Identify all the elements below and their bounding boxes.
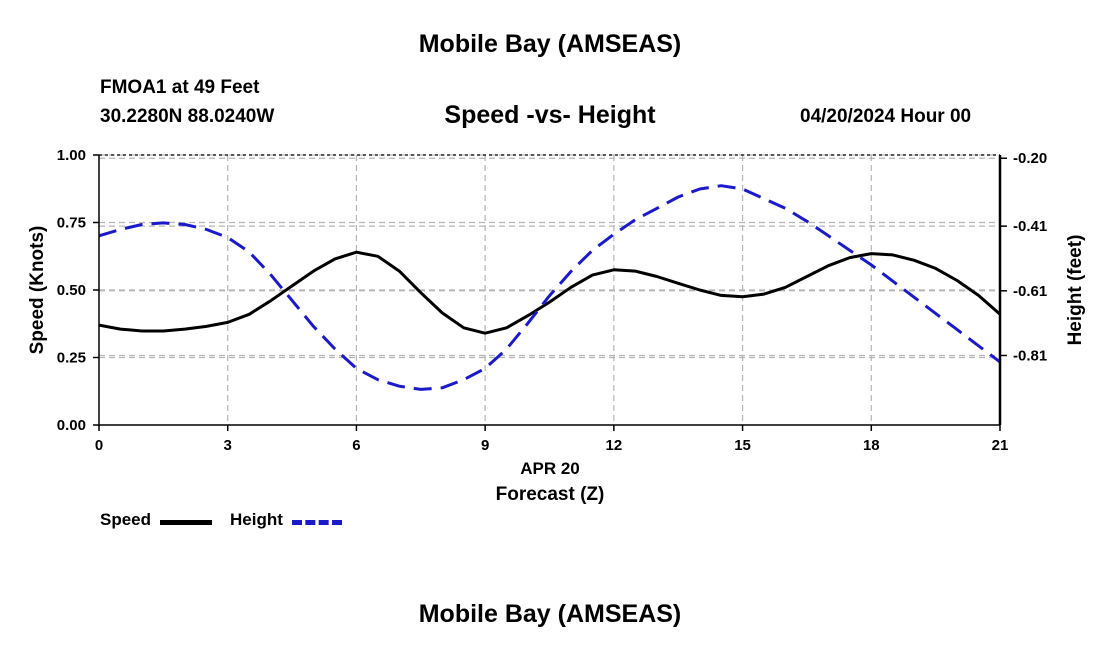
y-tick-label: 0.75: [57, 215, 86, 232]
y2-tick-label: -0.20: [1013, 150, 1047, 167]
legend-speed-swatch: [160, 520, 212, 525]
axis-labels: 0 3 6 9 12 15 18 21 0.00 0.25 0.50 0.75 1.00 -0.20 -0.…: [27, 147, 1086, 505]
legend-height-label: Height: [230, 510, 283, 529]
y-tick-label: 0.00: [57, 417, 86, 434]
x-tick-label: 21: [992, 437, 1009, 454]
series-lines: [98, 184, 1001, 391]
axes: [93, 154, 1007, 431]
x-tick-label: 12: [606, 437, 623, 454]
series-height-line: [98, 184, 1001, 391]
y2-tick-label: -0.61: [1013, 283, 1047, 300]
x-axis-title: Forecast (Z): [496, 484, 605, 505]
legend-speed-label: Speed: [100, 510, 152, 529]
y-tick-label: 0.50: [57, 282, 86, 299]
x-tick-label: 0: [95, 437, 103, 454]
x-tick-label: 9: [481, 437, 489, 454]
y-tick-label: 0.25: [57, 350, 86, 367]
x-tick-label: 15: [734, 437, 751, 454]
y2-axis-title: Height (feet): [1065, 235, 1086, 346]
station-label: FMOA1 at 49 Feet: [100, 77, 260, 98]
chart-subtitle: Speed -vs- Height: [444, 101, 656, 129]
x-tick-label: 6: [352, 437, 360, 454]
station-coordinates: 30.2280N 88.0240W: [100, 106, 275, 127]
x-tick-label: 18: [863, 437, 880, 454]
grid-lines: [99, 154, 1000, 425]
y-tick-label: 1.00: [57, 147, 86, 164]
x-axis-date-label: APR 20: [520, 459, 580, 478]
y2-tick-label: -0.41: [1013, 218, 1047, 235]
forecast-datetime: 04/20/2024 Hour 00: [800, 106, 972, 127]
series-speed-line: [98, 250, 1001, 335]
y-axis-title: Speed (Knots): [27, 226, 48, 355]
legend-height-swatch: [292, 520, 342, 525]
chart-title: Mobile Bay (AMSEAS): [418, 30, 682, 58]
footer-title: Mobile Bay (AMSEAS): [418, 600, 682, 628]
y2-tick-label: -0.81: [1013, 347, 1047, 364]
x-tick-label: 3: [224, 437, 232, 454]
